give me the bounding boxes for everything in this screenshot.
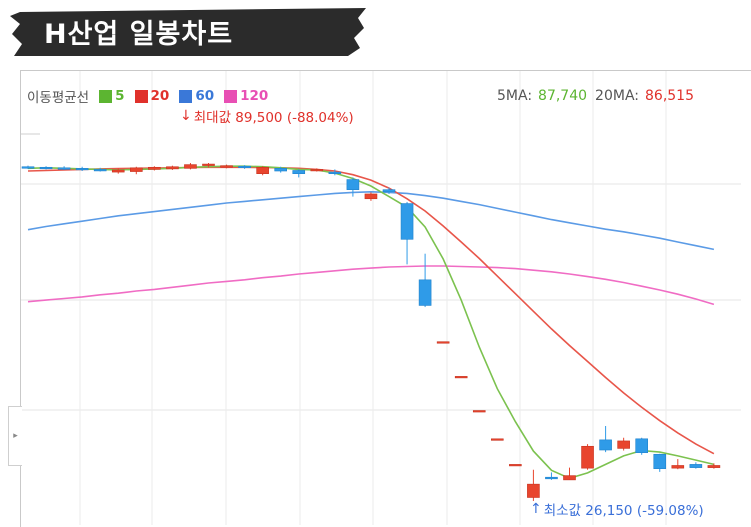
candle-body-24: [454, 376, 468, 379]
candle-body-3: [75, 168, 89, 171]
legend-label-ma5: 5: [115, 88, 125, 104]
candle-body-7: [148, 166, 161, 170]
candle-body-31: [581, 445, 594, 469]
candle-body-15: [292, 170, 306, 174]
legend-label-ma120: 120: [240, 88, 269, 104]
candle-body-11: [220, 165, 233, 168]
candle-body-37: [689, 464, 703, 468]
max-value-annotation: ↓ 최대값 89,500 (-88.04%): [180, 106, 354, 126]
candle-body-32: [599, 439, 612, 451]
legend-item-ma20[interactable]: 20: [134, 88, 170, 104]
legend-swatch-ma20: [134, 89, 148, 103]
legend-label-ma60: 60: [195, 88, 215, 104]
candle-body-5: [111, 169, 125, 173]
legend-item-ma5[interactable]: 5: [99, 88, 125, 104]
candle-body-17: [328, 171, 342, 174]
candle-body-4: [93, 169, 107, 172]
candle-body-10: [202, 163, 215, 166]
candle-body-20: [382, 189, 396, 193]
candle-body-21: [400, 203, 414, 240]
candle-body-13: [256, 166, 269, 174]
title-banner: [10, 8, 366, 56]
min-value-label: 최소값 26,150 (-59.08%): [543, 503, 704, 519]
candle-body-23: [436, 341, 450, 344]
chevron-right-icon: ▸: [13, 431, 18, 441]
candle-body-28: [527, 483, 540, 498]
legend-label-ma20: 20: [150, 88, 170, 104]
candle-body-9: [184, 164, 197, 169]
legend-item-ma120[interactable]: 120: [224, 88, 268, 104]
candle-body-0: [21, 166, 35, 169]
candle-body-8: [166, 166, 179, 170]
max-value-label: 최대값 89,500 (-88.04%): [193, 110, 354, 126]
chart-frame: [20, 70, 751, 527]
candle-body-22: [418, 279, 432, 306]
ma20-value: 86,515: [645, 88, 694, 104]
ma20-line: [27, 166, 715, 455]
ma60-line: [27, 190, 715, 251]
candle-body-34: [635, 438, 649, 453]
min-value-annotation: ↑ 최소값 26,150 (-59.08%): [530, 499, 704, 519]
legend-swatch-ma120: [224, 89, 238, 103]
candle-body-16: [310, 169, 324, 172]
candle-body-14: [274, 168, 288, 172]
arrow-up-icon: ↑: [530, 501, 542, 517]
candle-body-25: [472, 410, 486, 413]
candle-body-19: [364, 193, 378, 200]
candle-body-12: [238, 165, 251, 169]
candle-body-33: [617, 440, 630, 449]
ma5-label: 5MA:: [497, 88, 533, 104]
candle-body-6: [130, 167, 143, 172]
ma5-line: [27, 165, 715, 480]
candle-body-1: [39, 166, 53, 170]
candle-body-2: [57, 167, 71, 170]
page-title: H산업 일봉차트: [44, 19, 234, 50]
ma120-line: [27, 265, 715, 306]
candle-body-18: [346, 179, 360, 190]
candle-body-36: [671, 465, 685, 469]
side-panel-toggle[interactable]: ▸: [8, 406, 22, 466]
legend-swatch-ma5: [99, 89, 113, 103]
candle-body-35: [653, 453, 667, 469]
candle-body-26: [490, 438, 504, 441]
ma-values-readout: 5MA: 87,740 20MA: 86,515: [497, 86, 702, 106]
candle-body-29: [545, 476, 558, 480]
ma20-label: 20MA:: [595, 88, 639, 104]
legend-item-ma60[interactable]: 60: [179, 88, 214, 104]
arrow-down-icon: ↓: [180, 108, 192, 124]
ma5-value: 87,740: [538, 88, 588, 104]
candle-body-38: [707, 465, 721, 468]
legend-title: 이동평균선: [27, 90, 90, 106]
candle-body-27: [509, 464, 522, 467]
ma-legend: 이동평균선 5 20 60 120: [27, 86, 268, 106]
candle-body-30: [563, 475, 576, 481]
legend-swatch-ma60: [179, 89, 193, 103]
title-banner-bg: [10, 8, 366, 56]
